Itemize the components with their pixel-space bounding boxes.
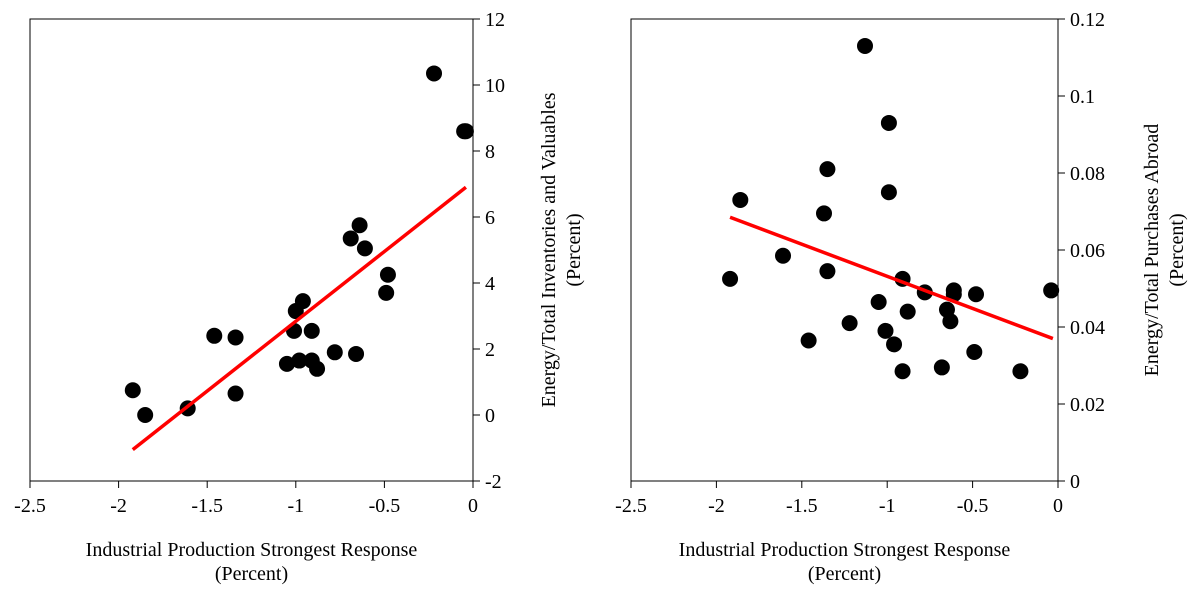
data-point — [894, 363, 911, 380]
x-tick-label: 0 — [468, 495, 478, 517]
y-tick-label: 8 — [485, 141, 495, 163]
x-tick-label: -2 — [110, 495, 127, 517]
x-tick-label: 0 — [1053, 495, 1063, 517]
data-point — [816, 205, 833, 222]
plot-frame — [29, 18, 474, 482]
x-axis-label-line-1: Industrial Production Strongest Response — [679, 539, 1011, 561]
data-point — [124, 382, 141, 399]
data-point — [800, 332, 817, 349]
data-point — [775, 247, 792, 264]
data-point — [342, 230, 359, 247]
y-tick-label: 2 — [485, 339, 495, 361]
data-point — [379, 266, 396, 283]
x-tick-label: -2.5 — [14, 495, 46, 517]
data-point — [945, 282, 962, 299]
y-tick-label: 4 — [485, 273, 495, 295]
x-tick-label: -1 — [879, 495, 896, 517]
data-point — [819, 161, 836, 178]
data-point — [870, 293, 887, 310]
data-point — [309, 360, 326, 377]
data-point — [856, 37, 873, 54]
y-axis-label-line-2: (Percent) — [563, 213, 585, 286]
y-tick-label: 0 — [485, 405, 495, 427]
data-point — [841, 315, 858, 332]
y-tick-label: -2 — [485, 471, 502, 493]
data-point — [291, 352, 308, 369]
data-point — [351, 217, 368, 234]
data-point — [278, 355, 295, 372]
data-point — [303, 322, 320, 339]
data-point — [877, 322, 894, 339]
data-point — [899, 303, 916, 320]
y-tick-label: 0.02 — [1070, 394, 1105, 416]
chart-panel-1: -2.5 -2 -1.5 -1 -0.5 0 -2 0 2 4 6 8 10 12 Industrial P… — [14, 9, 585, 585]
chart-panel-2: -2.5 -2 -1.5 -1 -0.5 00 0.02 0.04 0.06 0.08 0.1 0.1… — [615, 9, 1188, 585]
x-axis-label-line-2: (Percent) — [808, 563, 881, 585]
data-point — [227, 385, 244, 402]
y-tick-label: 0.12 — [1070, 9, 1105, 31]
data-point — [732, 191, 749, 208]
data-point — [1043, 282, 1060, 299]
data-point — [137, 407, 154, 423]
data-point — [326, 344, 343, 361]
x-axis-label-line-1: Industrial Production Strongest Response — [86, 539, 418, 561]
y-tick-label: 0.04 — [1070, 317, 1105, 339]
data-point — [426, 65, 443, 82]
data-point — [880, 114, 897, 131]
y-tick-label: 0 — [1070, 471, 1080, 493]
data-point — [356, 240, 373, 257]
x-tick-label: -1 — [287, 495, 304, 517]
x-tick-label: -2 — [708, 495, 725, 517]
y-tick-label: 10 — [485, 75, 505, 97]
x-tick-label: -2.5 — [615, 495, 647, 517]
data-point — [378, 284, 395, 301]
x-tick-label: -1.5 — [191, 495, 223, 517]
y-axis-label-line-1: Energy/Total Purchases Abroad — [1141, 124, 1163, 377]
y-axis-label-line-1: Energy/Total Inventories and Valuables — [538, 92, 560, 407]
x-tick-label: -1.5 — [786, 495, 818, 517]
data-point — [966, 344, 983, 361]
y-tick-label: 6 — [485, 207, 495, 229]
y-tick-label: 12 — [485, 9, 505, 31]
data-point — [722, 270, 739, 287]
x-tick-label: -0.5 — [957, 495, 989, 517]
data-point — [206, 327, 223, 344]
data-point — [227, 329, 244, 346]
y-axis-label-line-2: (Percent) — [1166, 213, 1188, 286]
data-point — [968, 286, 985, 303]
data-point — [348, 345, 365, 362]
x-tick-label: -0.5 — [369, 495, 401, 517]
y-tick-label: 0.1 — [1070, 86, 1095, 108]
y-tick-label: 0.08 — [1070, 163, 1105, 185]
data-point — [1012, 363, 1029, 380]
y-tick-label: 0.06 — [1070, 240, 1105, 262]
data-point — [942, 313, 959, 330]
data-point — [294, 293, 311, 310]
x-axis-label-line-2: (Percent) — [215, 563, 288, 585]
fit-line — [729, 215, 1054, 341]
data-point — [886, 336, 903, 353]
data-point — [880, 184, 897, 201]
fit-line — [131, 185, 467, 452]
data-point — [819, 263, 836, 280]
data-point — [457, 123, 474, 140]
data-point — [933, 359, 950, 376]
plot-frame — [630, 18, 1059, 482]
